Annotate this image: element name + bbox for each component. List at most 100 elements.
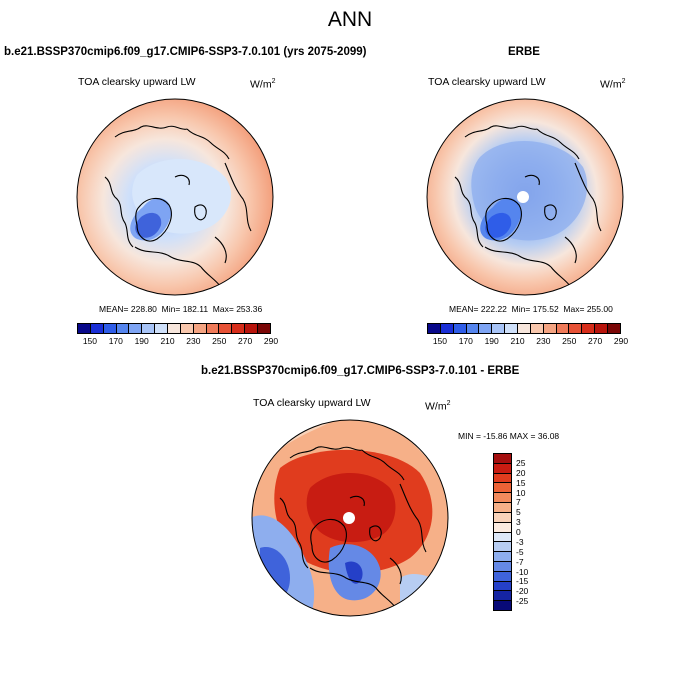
- colorbar-swatch: [78, 324, 91, 333]
- colorbar-swatch: [193, 324, 207, 333]
- colorbar-tick-label: 210: [160, 336, 175, 346]
- colorbar-swatch: [494, 532, 511, 543]
- colorbar-swatch: [494, 473, 511, 484]
- colorbar-swatch: [494, 512, 511, 523]
- colorbar-swatch: [129, 324, 143, 333]
- obs-units-label: W/m2: [600, 78, 626, 91]
- colorbar-swatch: [428, 324, 441, 333]
- colorbar-tick-label: 290: [263, 336, 279, 346]
- colorbar-tick-label: 25: [516, 457, 526, 468]
- obs-stats: MEAN= 222.22 Min= 175.52 Max= 255.00: [449, 304, 613, 314]
- colorbar-tick-label: -7: [516, 556, 524, 567]
- colorbar-tick-label: 190: [134, 336, 149, 346]
- colorbar-swatch: [494, 561, 511, 572]
- colorbar-swatch: [569, 324, 583, 333]
- diff-polar-map: [251, 419, 449, 617]
- colorbar-swatch: [180, 324, 194, 333]
- colorbar-tick-label: 150: [82, 336, 98, 346]
- colorbar-tick-label: 5: [516, 507, 521, 518]
- diff-colorbar-ticks: 25 20 15 10 7 5 3 0 -3 -5 -7 -10 -15 -20 -25: [516, 453, 546, 611]
- obs-colorbar-ticks: 150 170 190 210 230 250 270 290: [427, 336, 628, 348]
- main-title: ANN: [327, 8, 373, 31]
- colorbar-swatch: [518, 324, 531, 333]
- colorbar-tick-label: 270: [238, 336, 253, 346]
- model-colorbar-ticks: 150 170 190 210 230 250 270 290: [77, 336, 278, 348]
- diff-coastlines: [279, 446, 427, 609]
- model-greenland-core: [135, 212, 162, 238]
- colorbar-swatch: [494, 454, 511, 464]
- colorbar-tick-label: -3: [516, 536, 524, 547]
- colorbar-swatch: [494, 522, 511, 533]
- colorbar-swatch: [116, 324, 130, 333]
- colorbar-swatch: [494, 581, 511, 592]
- colorbar-swatch: [494, 571, 511, 582]
- colorbar-swatch: [582, 324, 596, 333]
- colorbar-swatch: [595, 324, 609, 333]
- colorbar-tick-label: -25: [516, 596, 529, 607]
- colorbar-swatch: [494, 591, 511, 602]
- diff-colorbar: [493, 453, 512, 611]
- colorbar-swatch: [206, 324, 220, 333]
- diff-map-border: [251, 419, 449, 617]
- colorbar-swatch: [142, 324, 156, 333]
- colorbar-swatch: [494, 463, 511, 474]
- colorbar-tick-label: 0: [516, 527, 521, 537]
- diff-stats: MIN = -15.86 MAX = 36.08: [458, 431, 560, 441]
- model-panel-title: b.e21.BSSP370cmip6.f09_g17.CMIP6-SSP3-7.…: [4, 46, 367, 58]
- diff-panel-title: b.e21.BSSP370cmip6.f09_g17.CMIP6-SSP3-7.…: [201, 365, 520, 377]
- colorbar-swatch: [494, 542, 511, 553]
- colorbar-tick-label: 210: [510, 336, 525, 346]
- obs-polar-map: [426, 98, 624, 296]
- colorbar-swatch: [90, 324, 104, 333]
- colorbar-swatch: [103, 324, 117, 333]
- colorbar-swatch: [466, 324, 480, 333]
- colorbar-tick-label: 250: [212, 336, 227, 346]
- colorbar-tick-label: 270: [588, 336, 603, 346]
- colorbar-swatch: [608, 324, 620, 333]
- colorbar-swatch: [453, 324, 467, 333]
- model-stats: MEAN= 228.80 Min= 182.11 Max= 253.36: [99, 304, 263, 314]
- colorbar-swatch: [155, 324, 169, 333]
- diff-arctic-core: [306, 473, 396, 543]
- colorbar-swatch: [530, 324, 544, 333]
- colorbar-swatch: [245, 324, 259, 333]
- colorbar-swatch: [219, 324, 233, 333]
- colorbar-tick-label: 20: [516, 467, 526, 478]
- colorbar-tick-label: 15: [516, 477, 526, 488]
- colorbar-tick-label: 230: [536, 336, 551, 346]
- obs-colorbar: [427, 323, 621, 334]
- colorbar-swatch: [479, 324, 493, 333]
- obs-map-border: [426, 98, 624, 296]
- colorbar-tick-label: -20: [516, 586, 529, 597]
- colorbar-swatch: [232, 324, 246, 333]
- diff-variable-label: TOA clearsky upward LW: [253, 397, 371, 409]
- colorbar-swatch: [440, 324, 454, 333]
- model-variable-label: TOA clearsky upward LW: [78, 76, 196, 88]
- colorbar-tick-label: 290: [613, 336, 629, 346]
- colorbar-swatch: [168, 324, 181, 333]
- colorbar-tick-label: 10: [516, 487, 526, 498]
- model-map-border: [76, 98, 274, 296]
- obs-greenland-core: [485, 212, 512, 238]
- colorbar-tick-label: 170: [458, 336, 473, 346]
- colorbar-swatch: [505, 324, 519, 333]
- colorbar-tick-label: 150: [432, 336, 448, 346]
- colorbar-swatch: [494, 483, 511, 494]
- colorbar-tick-label: 230: [186, 336, 201, 346]
- obs-panel-title: ERBE: [508, 46, 540, 58]
- diff-pole-gap: [343, 512, 355, 524]
- colorbar-tick-label: 3: [516, 517, 521, 528]
- colorbar-swatch: [258, 324, 270, 333]
- colorbar-swatch: [494, 503, 511, 513]
- colorbar-swatch: [494, 601, 511, 610]
- obs-pole-gap: [517, 191, 529, 203]
- colorbar-swatch: [543, 324, 557, 333]
- colorbar-swatch: [556, 324, 570, 333]
- model-units-label: W/m2: [250, 78, 276, 91]
- colorbar-tick-label: 250: [562, 336, 577, 346]
- model-colorbar: [77, 323, 271, 334]
- colorbar-tick-label: 170: [108, 336, 123, 346]
- colorbar-swatch: [494, 552, 511, 562]
- obs-variable-label: TOA clearsky upward LW: [428, 76, 546, 88]
- colorbar-tick-label: 7: [516, 497, 521, 508]
